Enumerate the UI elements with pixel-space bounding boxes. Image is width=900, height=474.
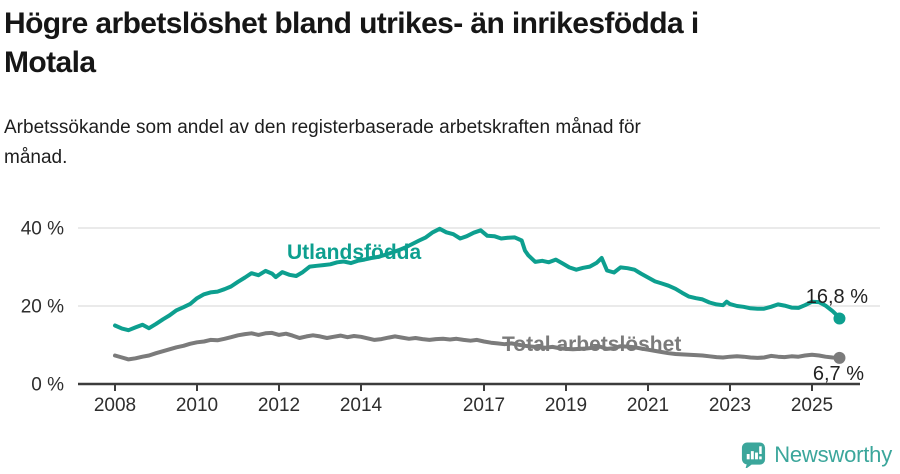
x-tick-label-2010: 2010 xyxy=(176,395,218,416)
x-tick-label-2012: 2012 xyxy=(258,395,300,416)
x-tick-label-2025: 2025 xyxy=(791,395,833,416)
bar-3 xyxy=(755,452,759,460)
bar-2 xyxy=(751,451,754,460)
subtitle-line-1: Arbetssökande som andel av den registerb… xyxy=(4,117,641,138)
series-line-total-arbetsl-shet xyxy=(113,330,842,362)
x-tick-label-2017: 2017 xyxy=(463,395,505,416)
bar-1 xyxy=(746,454,750,460)
page-title: Högre arbetslöshet bland utrikes- än inr… xyxy=(4,4,890,82)
title-line-2: Motala xyxy=(4,46,96,79)
y-tick-label-0: 0 % xyxy=(31,375,64,396)
end-value-label-total-arbetsl-shet: 6,7 % xyxy=(813,363,864,385)
series-label-utlandsf-dda: Utlandsfödda xyxy=(287,241,421,264)
series-label-total-arbetsl-shet: Total arbetslöshet xyxy=(502,333,681,356)
exclamation-dot xyxy=(759,456,762,460)
end-value-label-utlandsf-dda: 16,8 % xyxy=(806,286,868,308)
x-tick-label-2014: 2014 xyxy=(340,395,383,416)
newsworthy-pin-barchart-icon xyxy=(742,442,766,468)
series-end-dot-utlandsf-dda xyxy=(833,312,846,325)
series-line-utlandsf-dda xyxy=(113,226,842,333)
x-tick-label-2019: 2019 xyxy=(545,395,587,416)
x-tick-label-2021: 2021 xyxy=(627,395,669,416)
chart-subtitle: Arbetssökande som andel av den registerb… xyxy=(4,113,864,173)
x-tick-label-2008: 2008 xyxy=(94,395,136,416)
y-tick-label-40: 40 % xyxy=(21,219,64,240)
subtitle-line-2: månad. xyxy=(4,147,68,168)
newsworthy-logo: Newsworthy xyxy=(740,441,892,468)
brand-name: Newsworthy xyxy=(774,441,892,467)
x-tick-label-2023: 2023 xyxy=(709,395,751,416)
title-line-1: Högre arbetslöshet bland utrikes- än inr… xyxy=(4,7,699,40)
y-tick-label-20: 20 % xyxy=(21,297,64,318)
series-end-dot-total-arbetsl-shet xyxy=(833,351,846,364)
exclamation-stem xyxy=(759,446,762,455)
